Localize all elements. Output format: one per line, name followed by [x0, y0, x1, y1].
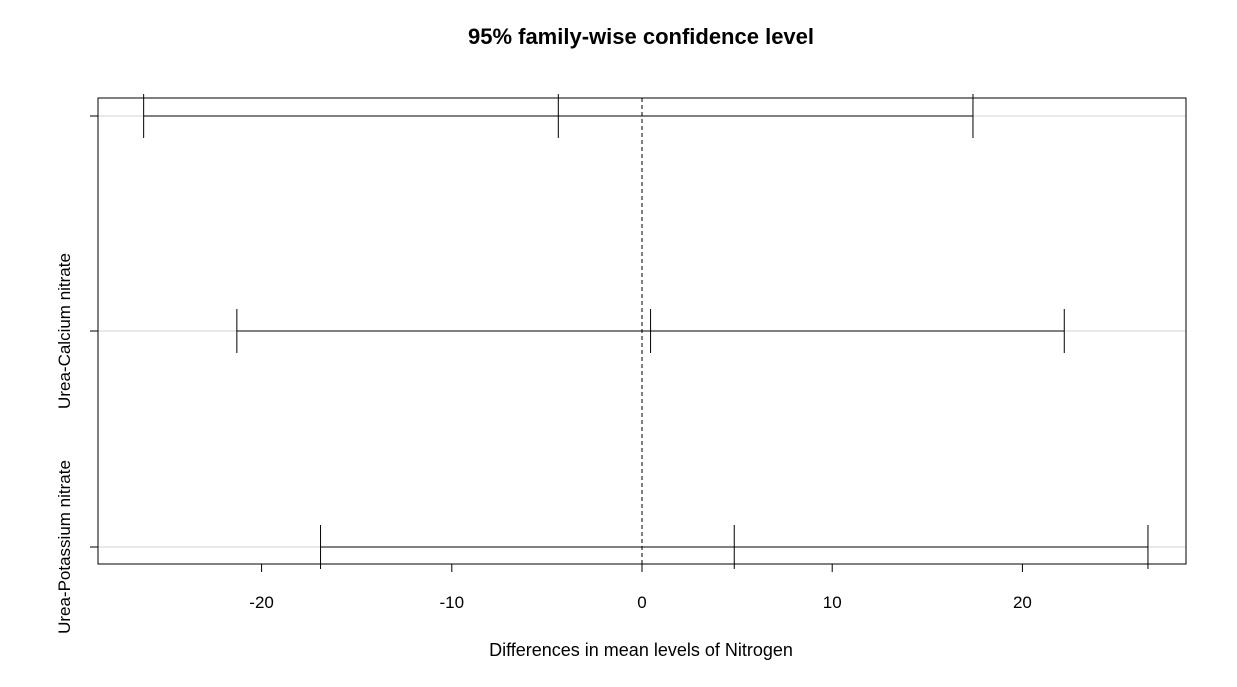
y-axis: Urea-Calcium nitrate Urea-Potassium nitra… — [55, 115, 98, 634]
x-tick-label: -10 — [440, 593, 465, 612]
y-tick-label: Urea-Potassium nitrate — [55, 460, 74, 634]
chart-title: 95% family-wise confidence level — [468, 24, 814, 49]
x-axis: -20 -10 0 10 20 — [249, 564, 1032, 612]
x-axis-label: Differences in mean levels of Nitrogen — [489, 640, 793, 660]
y-tick-label: Urea-Calcium nitrate — [55, 253, 74, 409]
interval-layer — [143, 94, 1149, 569]
x-tick-label: -20 — [249, 593, 274, 612]
x-tick-label: 20 — [1013, 593, 1032, 612]
x-tick-label: 0 — [637, 593, 646, 612]
x-tick-label: 10 — [823, 593, 842, 612]
